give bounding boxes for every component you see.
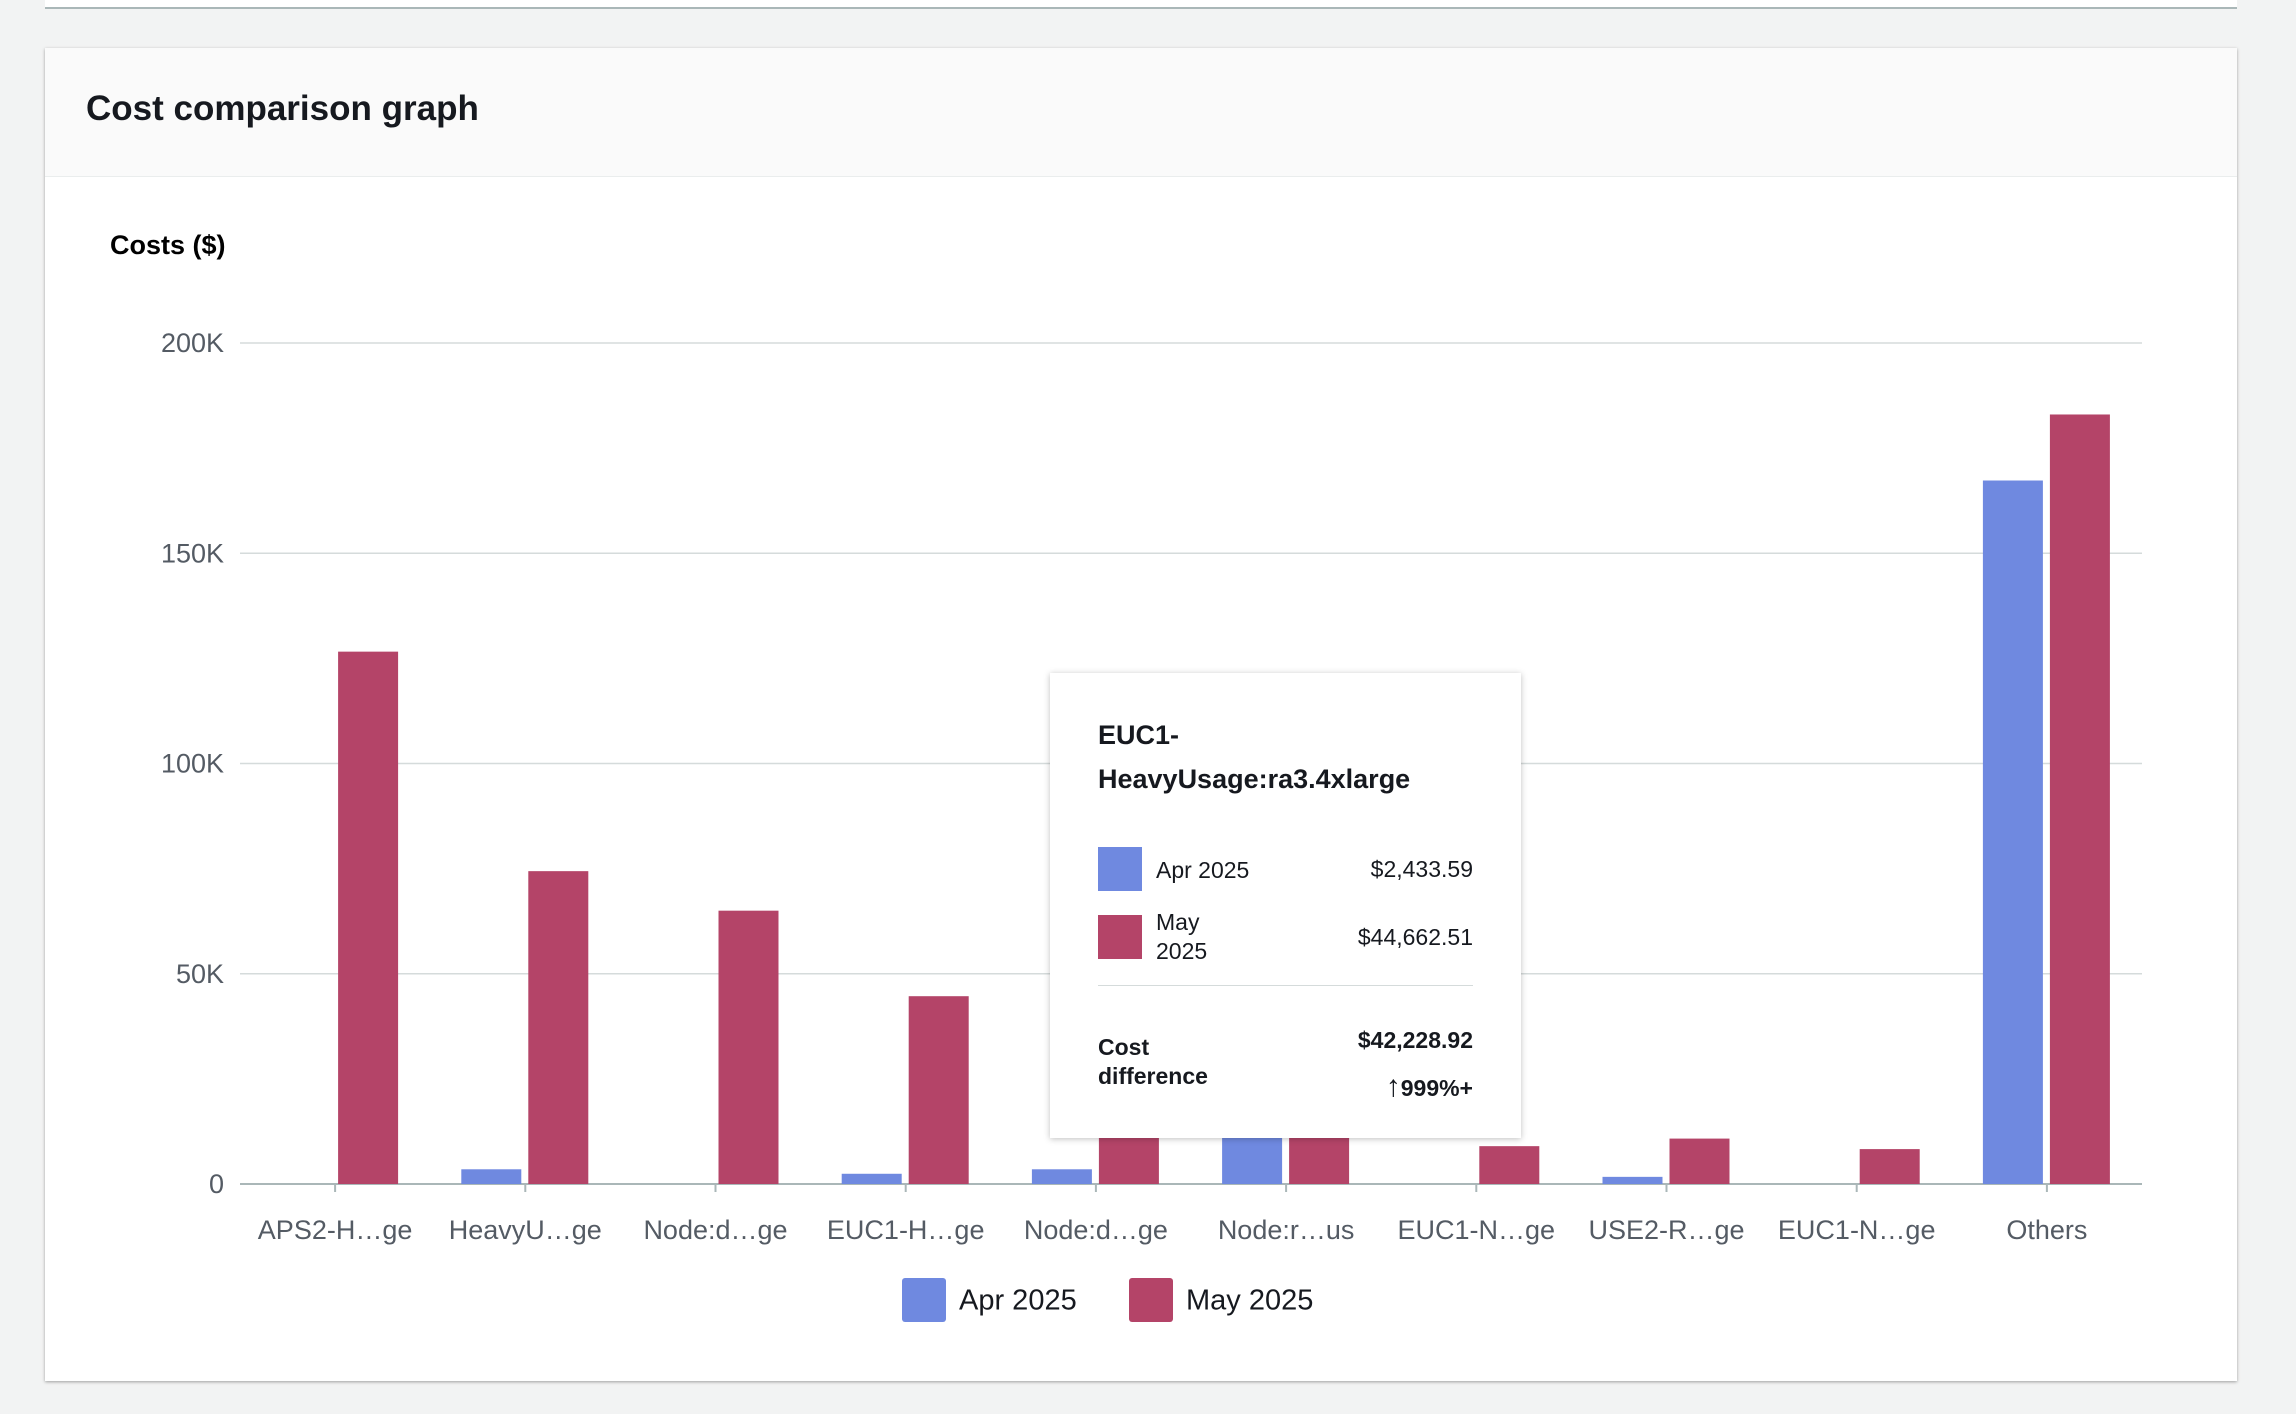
divider	[1098, 985, 1473, 986]
x-tick-label: HeavyU…ge	[449, 1215, 602, 1245]
legend-label: Apr 2025	[959, 1285, 1077, 1317]
bar	[1982, 480, 2043, 1184]
legend-label: May 2025	[1186, 1285, 1313, 1317]
y-tick-label: 50K	[176, 959, 224, 989]
legend-swatch	[1129, 1278, 1173, 1322]
tooltip-swatch	[1098, 915, 1142, 959]
tooltip-label: May 2025	[1156, 909, 1208, 964]
bar	[1602, 1176, 1663, 1184]
y-tick-label: 100K	[161, 749, 224, 779]
tooltip-value: $44,662.51	[1357, 924, 1473, 950]
y-tick-label: 150K	[161, 538, 224, 568]
difference-change: ↑999%+	[1385, 1070, 1473, 1103]
y-tick-label: 200K	[161, 328, 224, 358]
bar	[528, 871, 589, 1184]
tooltip-swatch	[1098, 847, 1142, 891]
x-tick-label: Node:d…ge	[643, 1215, 787, 1245]
y-axis-label: Costs ($)	[110, 230, 226, 260]
card-title: Cost comparison graph	[86, 89, 479, 128]
bar	[1031, 1169, 1092, 1184]
tooltip-label: Apr 2025	[1156, 857, 1250, 883]
x-tick-label: EUC1-N…ge	[1398, 1215, 1556, 1245]
x-tick-label: Node:r…us	[1218, 1215, 1355, 1245]
tooltip-value: $2,433.59	[1370, 856, 1473, 882]
x-tick-label: EUC1-N…ge	[1778, 1215, 1936, 1245]
bar	[718, 910, 779, 1184]
x-tick-label: Node:d…ge	[1024, 1215, 1168, 1245]
tooltip-title: EUC1-HeavyUsage:ra3.4xlarge	[1098, 720, 1411, 794]
y-tick-label: 0	[209, 1169, 224, 1199]
difference-label: Cost difference	[1098, 1034, 1208, 1089]
bar	[841, 1173, 902, 1184]
previous-card	[45, 0, 2237, 9]
bar	[1669, 1138, 1730, 1184]
x-tick-label: Others	[2006, 1215, 2087, 1245]
difference-value: $42,228.92	[1357, 1027, 1473, 1053]
bar	[461, 1169, 522, 1184]
bar	[2049, 414, 2110, 1184]
bar	[1859, 1149, 1920, 1184]
bar	[908, 996, 969, 1184]
bar	[1479, 1146, 1540, 1184]
legend-swatch	[902, 1278, 946, 1322]
bar	[338, 651, 399, 1184]
change-value: 999%+	[1400, 1075, 1473, 1101]
tooltip: EUC1-HeavyUsage:ra3.4xlarge Apr 2025 $2,…	[1050, 673, 1521, 1138]
card-header: Cost comparison graph	[45, 48, 2237, 177]
x-tick-label: EUC1-H…ge	[827, 1215, 985, 1245]
x-tick-label: USE2-R…ge	[1588, 1215, 1744, 1245]
x-tick-label: APS2-H…ge	[258, 1215, 413, 1245]
